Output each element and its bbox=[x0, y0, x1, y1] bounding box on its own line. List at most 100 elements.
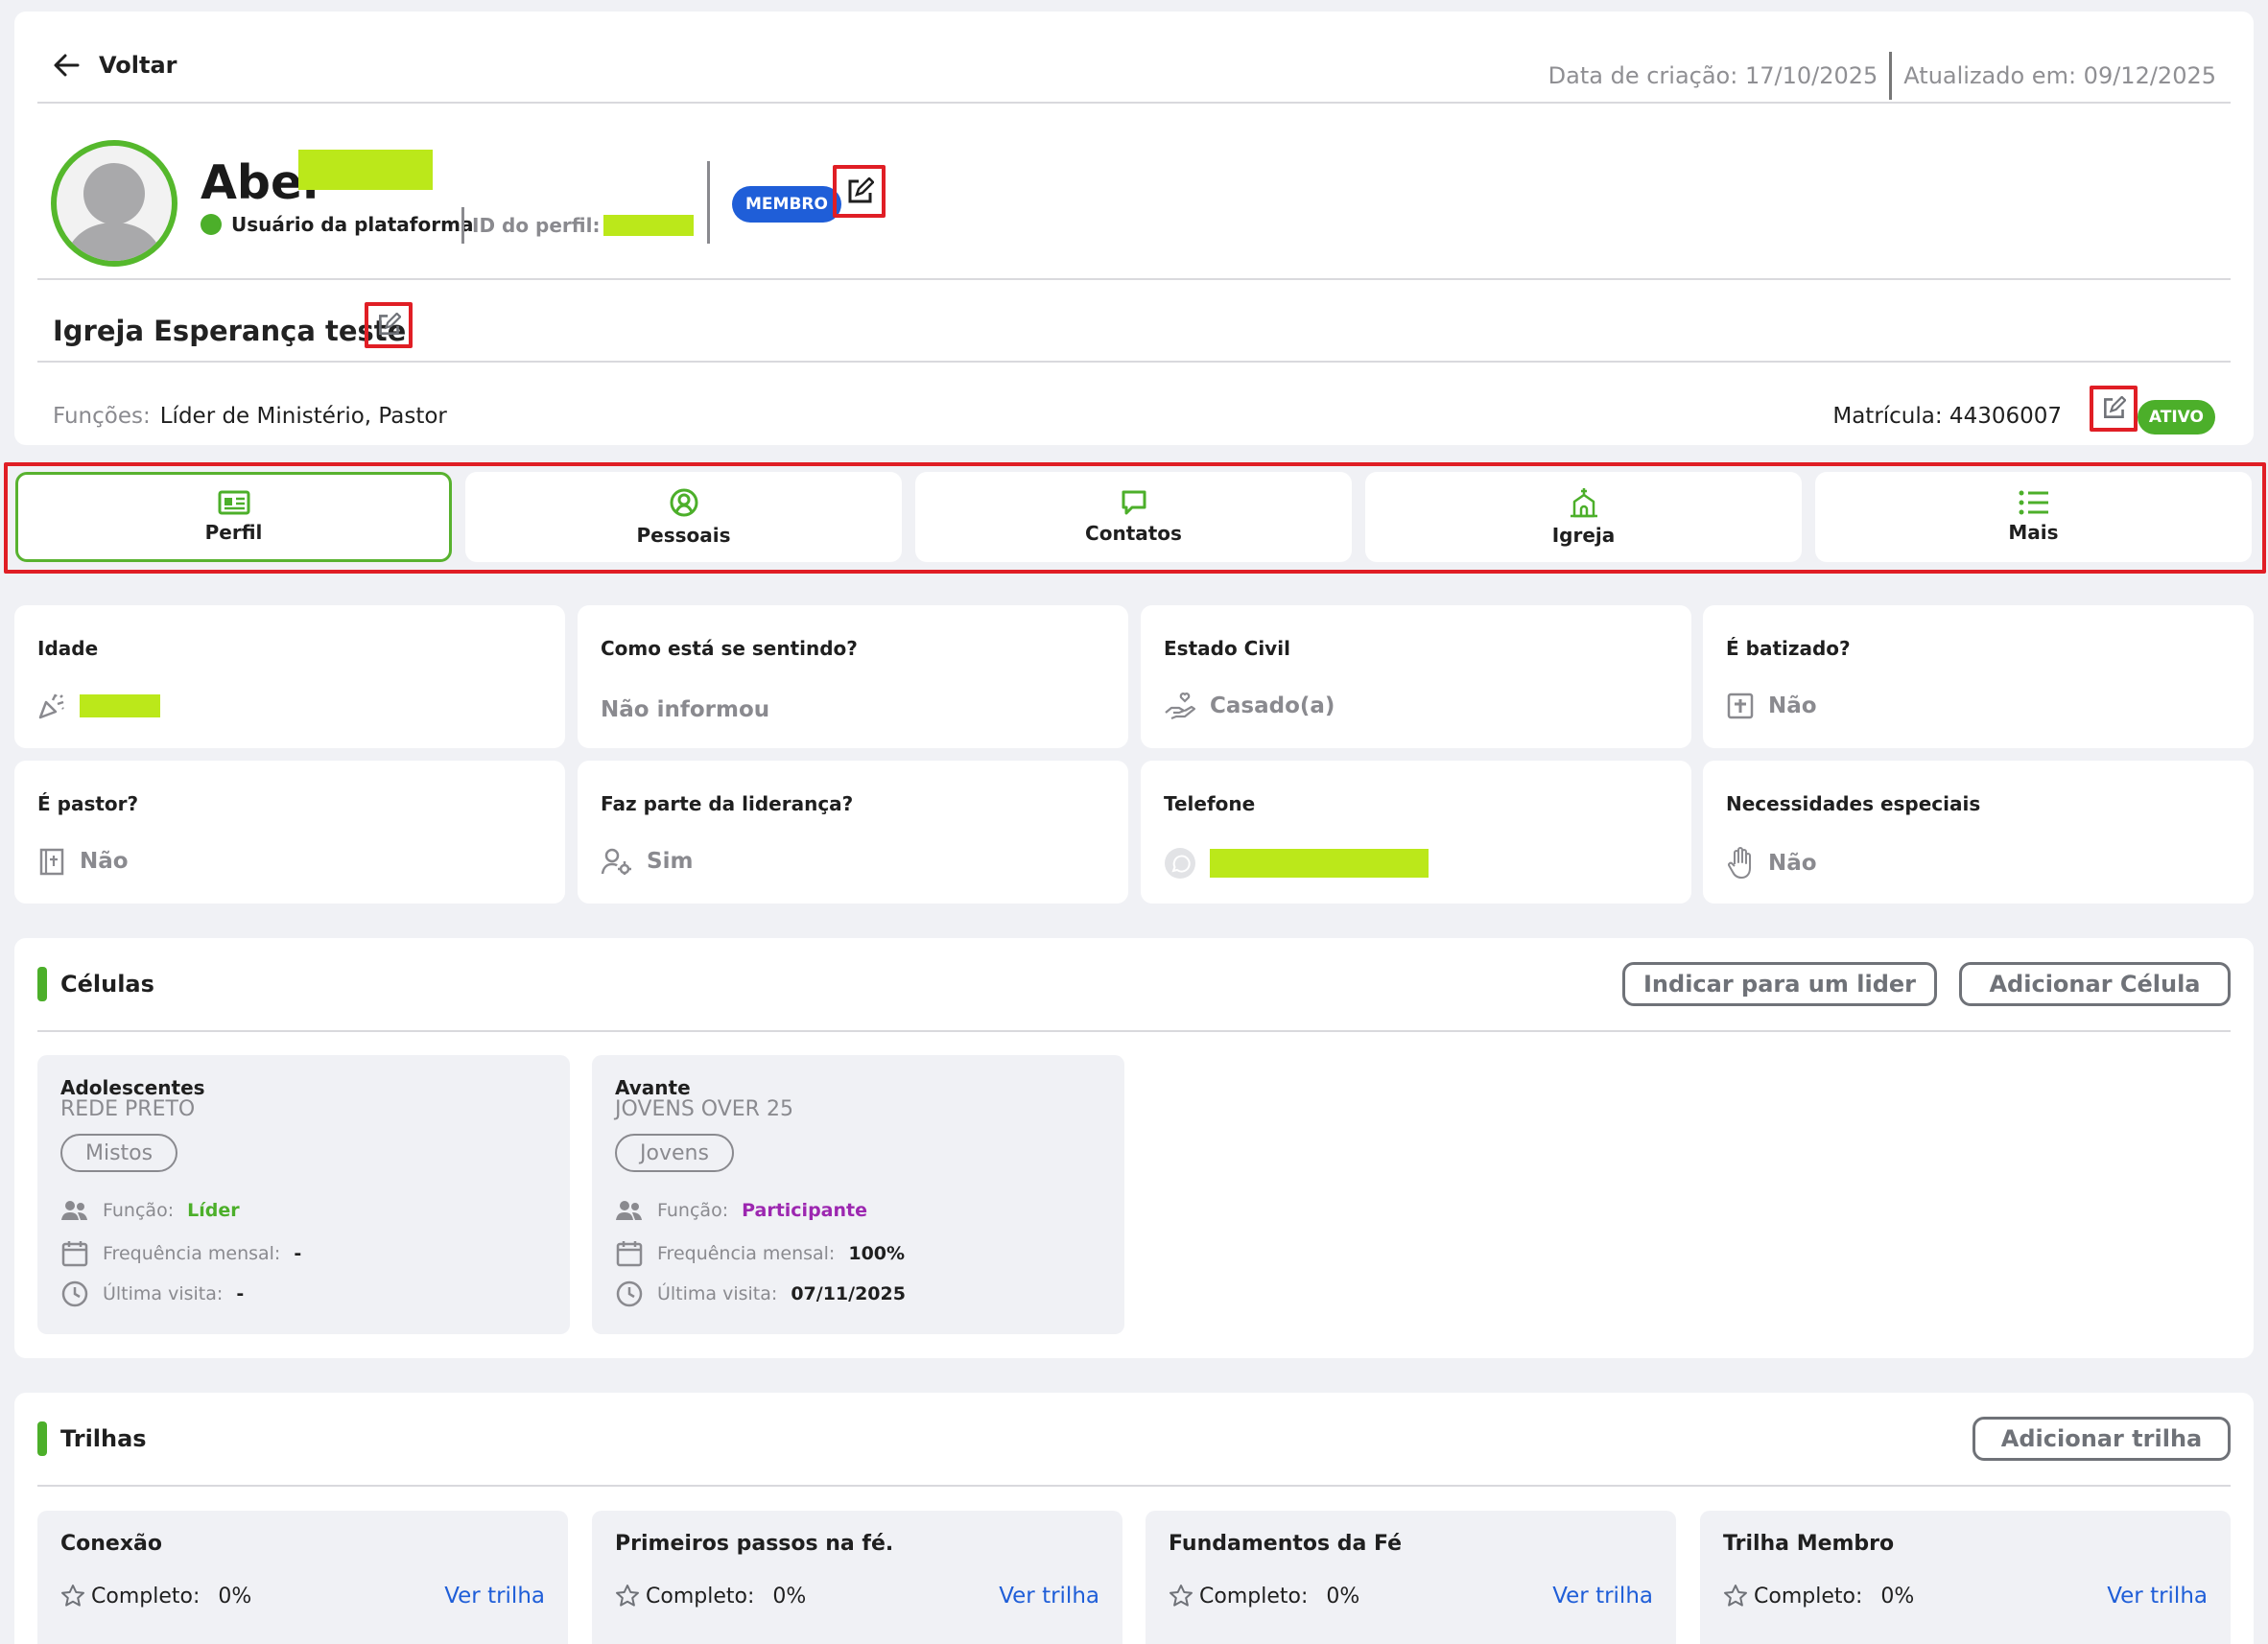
civil-status-card: Estado Civil Casado(a) bbox=[1141, 605, 1691, 748]
tab-mais[interactable]: Mais bbox=[1815, 472, 2252, 562]
registration-number: Matrícula: 44306007 bbox=[1832, 404, 2062, 429]
baptized-value: Não bbox=[1768, 693, 1817, 718]
cells-title-text: Células bbox=[60, 971, 154, 998]
add-cell-button[interactable]: Adicionar Célula bbox=[1959, 962, 2231, 1006]
last-visit-label: Última visita: bbox=[103, 1283, 224, 1304]
user-circle-icon bbox=[670, 488, 697, 517]
platform-status-label: Usuário da plataforma bbox=[231, 213, 474, 236]
trails-title-text: Trilhas bbox=[60, 1425, 147, 1452]
trail-progress: Completo: 0% bbox=[1723, 1584, 1914, 1609]
profile-id-label: ID do perfil: bbox=[472, 214, 601, 237]
card-title: É pastor? bbox=[37, 792, 139, 815]
cell-card[interactable]: Avante JOVENS OVER 25 Jovens Função: Par… bbox=[592, 1055, 1124, 1334]
cell-tag: Jovens bbox=[615, 1134, 734, 1172]
tab-label: Igreja bbox=[1551, 524, 1616, 547]
edit-registration-button[interactable] bbox=[2096, 392, 2131, 425]
trail-progress: Completo: 0% bbox=[615, 1584, 806, 1609]
id-card-icon bbox=[218, 490, 249, 515]
last-visit-label: Última visita: bbox=[657, 1283, 778, 1304]
member-badge: MEMBRO bbox=[732, 186, 841, 223]
edit-icon bbox=[2104, 396, 2126, 418]
platform-status: Usuário da plataforma bbox=[201, 213, 473, 236]
divider bbox=[37, 102, 2231, 104]
calendar-icon bbox=[616, 1241, 643, 1267]
view-trail-link[interactable]: Ver trilha bbox=[999, 1584, 1099, 1609]
divider bbox=[37, 278, 2231, 280]
edit-church-highlight bbox=[365, 302, 413, 348]
complete-label: Completo: bbox=[646, 1584, 755, 1609]
redacted-age bbox=[80, 694, 160, 717]
section-accent bbox=[37, 1421, 47, 1456]
created-date: Data de criação: 17/10/2025 bbox=[1547, 62, 1878, 89]
frequency-value: - bbox=[294, 1243, 302, 1264]
cell-card[interactable]: Adolescentes REDE PRETO Mistos Função: L… bbox=[37, 1055, 570, 1334]
card-value: Não informou bbox=[601, 697, 769, 722]
card-value: Não bbox=[1726, 847, 1817, 880]
view-trail-link[interactable]: Ver trilha bbox=[444, 1584, 545, 1609]
refer-leader-button[interactable]: Indicar para um lider bbox=[1622, 962, 1937, 1006]
party-popper-icon bbox=[38, 693, 64, 719]
complete-label: Completo: bbox=[1199, 1584, 1309, 1609]
special-needs-card: Necessidades especiais Não bbox=[1703, 761, 2254, 904]
cell-name: Adolescentes bbox=[60, 1076, 205, 1099]
view-trail-link[interactable]: Ver trilha bbox=[2107, 1584, 2208, 1609]
updated-date: Atualizado em: 09/12/2025 bbox=[1903, 62, 2216, 89]
cell-tag: Mistos bbox=[60, 1134, 178, 1172]
star-icon bbox=[1169, 1585, 1193, 1607]
cell-frequency-row: Frequência mensal: 100% bbox=[615, 1239, 905, 1268]
users-icon bbox=[616, 1201, 642, 1220]
cell-last-visit-row: Última visita: 07/11/2025 bbox=[615, 1280, 906, 1308]
roles-value: Líder de Ministério, Pastor bbox=[159, 404, 447, 429]
back-label: Voltar bbox=[99, 52, 177, 79]
tab-igreja[interactable]: Igreja bbox=[1365, 472, 1802, 562]
bible-cross-icon bbox=[1727, 693, 1754, 719]
feeling-card: Como está se sentindo? Não informou bbox=[578, 605, 1128, 748]
arrow-left-icon bbox=[53, 52, 80, 79]
cell-role-row: Função: Líder bbox=[60, 1199, 240, 1222]
card-title: Idade bbox=[37, 637, 99, 660]
card-title: Faz parte da liderança? bbox=[601, 792, 854, 815]
calendar-icon bbox=[61, 1241, 88, 1267]
tab-perfil[interactable]: Perfil bbox=[15, 472, 452, 562]
edit-icon bbox=[848, 177, 874, 203]
redacted-profile-id bbox=[603, 215, 695, 236]
card-title: Estado Civil bbox=[1164, 637, 1290, 660]
trail-card: Fundamentos da Fé Completo: 0% Ver trilh… bbox=[1146, 1511, 1676, 1644]
tab-contatos[interactable]: Contatos bbox=[915, 472, 1352, 562]
trail-name: Primeiros passos na fé. bbox=[615, 1532, 894, 1556]
tab-label: Perfil bbox=[204, 521, 263, 544]
user-gear-icon bbox=[601, 848, 631, 875]
view-trail-link[interactable]: Ver trilha bbox=[1552, 1584, 1653, 1609]
frequency-label: Frequência mensal: bbox=[657, 1243, 836, 1264]
whatsapp-icon[interactable] bbox=[1164, 847, 1196, 880]
church-icon bbox=[1570, 488, 1597, 518]
edit-member-highlight bbox=[833, 165, 886, 218]
roles-label: Funções: bbox=[53, 404, 151, 429]
trails-title: Trilhas bbox=[37, 1421, 147, 1456]
edit-member-button[interactable] bbox=[840, 173, 879, 211]
trail-progress: Completo: 0% bbox=[1169, 1584, 1359, 1609]
back-button[interactable]: Voltar bbox=[53, 52, 177, 79]
phone-card: Telefone bbox=[1141, 761, 1691, 904]
pastor-value: Não bbox=[80, 849, 129, 874]
leadership-card: Faz parte da liderança? Sim bbox=[578, 761, 1128, 904]
redacted-surname bbox=[298, 150, 433, 190]
role-value: Participante bbox=[742, 1200, 867, 1221]
trail-name: Conexão bbox=[60, 1532, 162, 1556]
complete-value: 0% bbox=[772, 1584, 807, 1609]
dates-info: Data de criação: 17/10/2025 Atualizado e… bbox=[1548, 52, 2216, 100]
card-title: É batizado? bbox=[1726, 637, 1851, 660]
redacted-phone bbox=[1210, 849, 1429, 878]
star-icon bbox=[61, 1585, 84, 1607]
chat-bubble-icon bbox=[1122, 490, 1146, 515]
dates-divider bbox=[1889, 52, 1893, 100]
book-cross-icon bbox=[39, 848, 64, 876]
avatar[interactable] bbox=[51, 140, 177, 267]
edit-church-button[interactable] bbox=[371, 309, 406, 341]
card-value: Sim bbox=[601, 847, 693, 876]
cell-frequency-row: Frequência mensal: - bbox=[60, 1239, 301, 1268]
tab-label: Contatos bbox=[1085, 522, 1182, 545]
add-trail-button[interactable]: Adicionar trilha bbox=[1973, 1417, 2231, 1461]
tab-pessoais[interactable]: Pessoais bbox=[465, 472, 902, 562]
tabs-highlight bbox=[4, 462, 2266, 574]
